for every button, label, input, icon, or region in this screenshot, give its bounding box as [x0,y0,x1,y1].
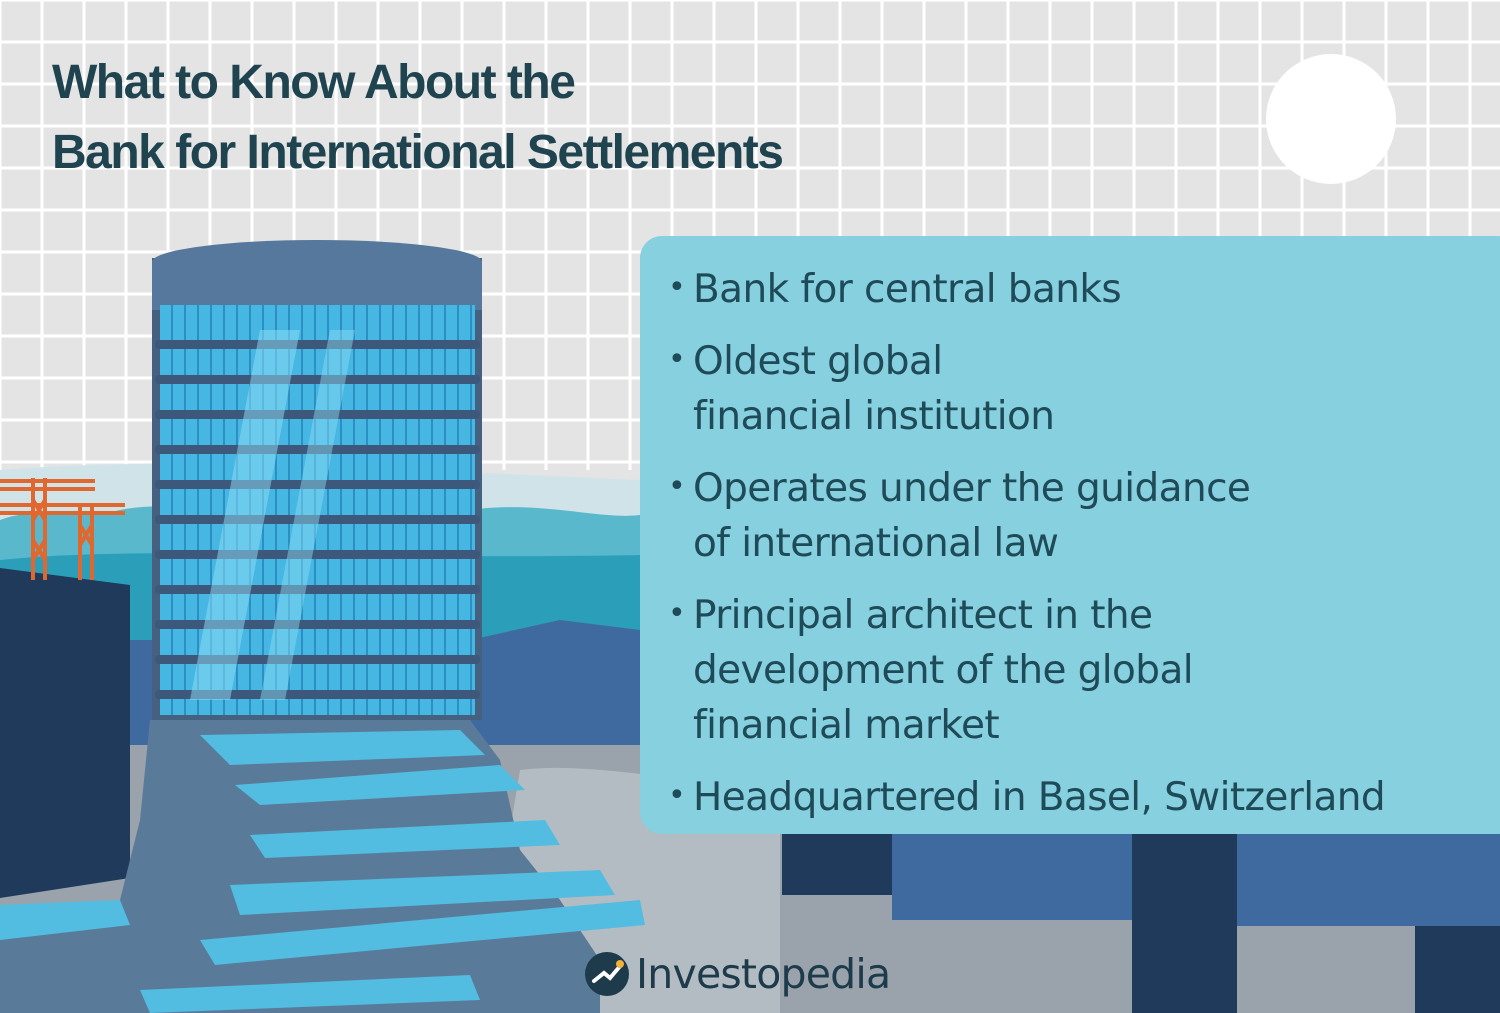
tower-step [0,900,130,940]
fact-text: Headquartered in Basel, Switzerland [693,775,1386,820]
tower-roof [152,262,482,310]
facts-list: • Bank for central banks • Oldest global fin… [668,262,1386,842]
bullet-icon: • [668,778,686,813]
brand-name: Investopedia [636,950,891,998]
fact-text: financial market [693,703,1000,748]
sun-icon [1266,54,1396,184]
floor-band [155,550,480,559]
facts-card: • Bank for central banks • Oldest global fin… [640,236,1500,834]
glass-reflection [190,330,300,700]
fact-text: Operates under the guidance [693,466,1251,511]
bullet-icon: • [668,469,686,504]
fact-item: • Bank for central banks [668,262,1385,317]
tower-step [200,900,645,965]
building-left [0,568,130,898]
fact-item: • Headquartered in Basel, Switzerland [668,770,1386,825]
floor-band [155,445,480,454]
floor-band [155,585,480,594]
fact-text: of international law [693,521,1059,566]
title-line-2: Bank for International Settlements [52,126,784,179]
fact-text: development of the global [693,648,1194,693]
glass-reflection [260,330,355,700]
construction-crane-icon [0,478,125,580]
building [892,820,1132,920]
building [1237,820,1500,926]
bullet-icon: • [668,270,686,305]
page-title: What to Know About the Bank for Internat… [52,48,784,188]
bullet-icon: • [668,596,686,631]
tower-step [235,765,525,805]
fact-item: • Operates under the guidance of internati… [668,461,1385,571]
fact-item: • Oldest global financial institution [668,334,1385,444]
bullet-icon: • [668,342,686,377]
brand-logo: Investopedia [584,944,891,1004]
bis-tower-illustration [0,240,645,1013]
fact-text: Oldest global [693,339,943,384]
fact-text: Bank for central banks [693,267,1122,312]
tower-step [140,975,480,1013]
building [1132,820,1237,1013]
floor-band [155,375,480,384]
fact-text: Principal architect in the [693,593,1153,638]
title-line-1: What to Know About the [52,56,576,109]
fact-item: • Principal architect in the development o… [668,588,1385,753]
tower-step [250,820,560,858]
building [1415,926,1500,1013]
tower-step [230,870,615,915]
floor-band [155,410,480,419]
floor-band [155,690,480,699]
investopedia-logo-icon [585,952,629,996]
fact-text: financial institution [693,394,1055,439]
floor-band [155,340,480,349]
tower-step [200,730,485,765]
